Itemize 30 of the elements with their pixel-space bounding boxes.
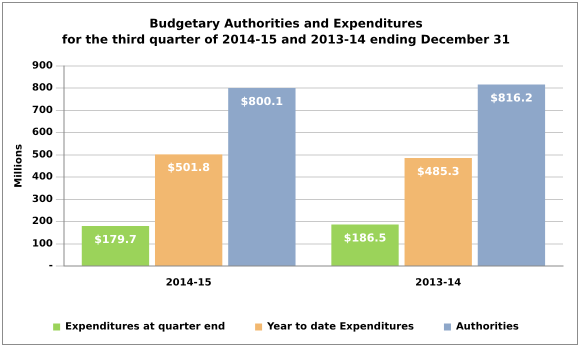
- y-tick-label: 500: [32, 149, 53, 160]
- data-label: $179.7: [94, 232, 137, 246]
- legend-label: Year to date Expenditures: [266, 322, 414, 333]
- x-tick-label: 2013-14: [415, 278, 462, 289]
- y-tick-label: 800: [32, 82, 53, 94]
- data-label: $501.8: [167, 161, 210, 174]
- data-label: $816.2: [490, 91, 533, 104]
- y-tick-label: 600: [32, 127, 53, 138]
- data-label: $800.1: [240, 94, 284, 108]
- y-tick-label: 100: [32, 238, 53, 250]
- chart-title: Budgetary Authorities and Expenditures: [149, 16, 423, 30]
- bar: [82, 226, 150, 266]
- y-tick-label: 200: [32, 216, 53, 228]
- bar: [478, 84, 546, 266]
- y-tick-label: 400: [32, 172, 53, 183]
- bar: [404, 158, 472, 266]
- y-tick-label: 300: [32, 194, 53, 205]
- bar: [331, 224, 399, 266]
- legend-label: Authorities: [456, 322, 519, 333]
- y-axis-title: Millions: [14, 144, 25, 188]
- y-tick-label: 700: [32, 104, 53, 116]
- y-tick-label: -: [48, 260, 53, 272]
- bar: [228, 88, 296, 266]
- legend-label: Expenditures at quarter end: [65, 322, 226, 333]
- chart-subtitle: for the third quarter of 2014-15 and 2013-14 ending December 31: [62, 32, 510, 47]
- y-tick-label: 900: [32, 60, 53, 72]
- bar: [154, 154, 222, 266]
- data-label: $186.5: [344, 231, 386, 244]
- x-tick-label: 2014-15: [166, 278, 212, 289]
- data-label: $485.3: [416, 164, 460, 178]
